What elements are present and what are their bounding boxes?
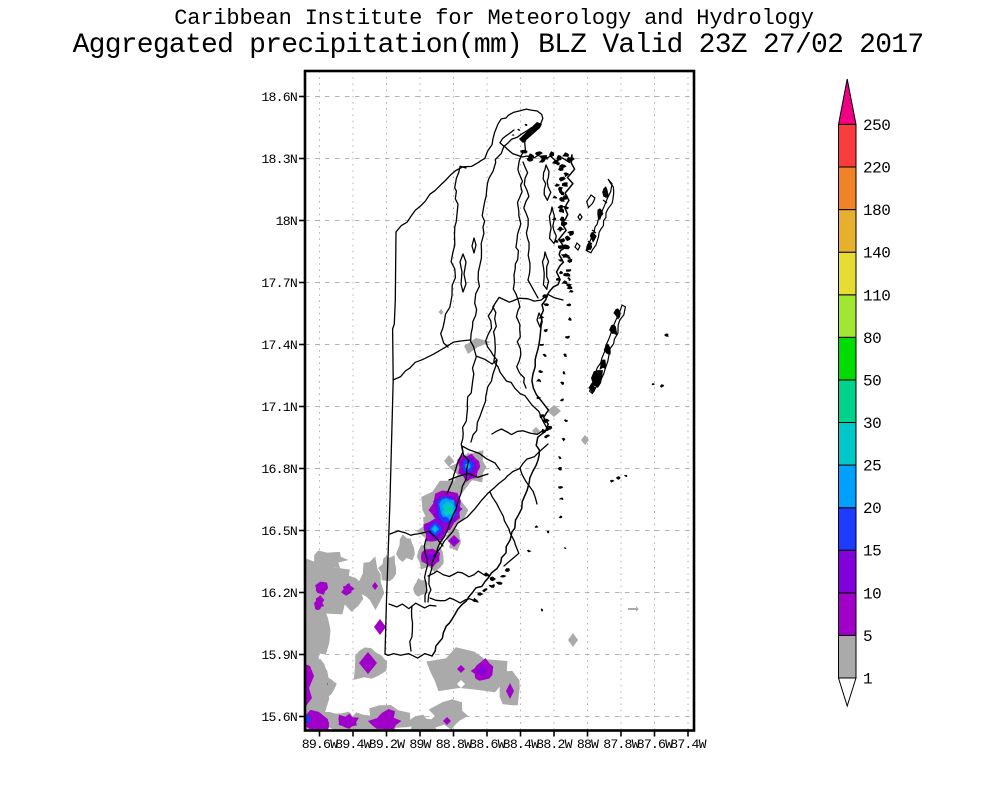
svg-text:88.6W: 88.6W [469, 737, 505, 752]
svg-text:17.7N: 17.7N [261, 276, 297, 291]
svg-text:87.6W: 87.6W [637, 737, 673, 752]
svg-text:250: 250 [863, 117, 890, 135]
svg-text:180: 180 [863, 202, 890, 220]
svg-text:50: 50 [863, 372, 881, 390]
svg-text:18.3N: 18.3N [261, 152, 297, 167]
svg-text:10: 10 [863, 585, 881, 603]
svg-text:16.5N: 16.5N [261, 524, 297, 539]
svg-text:89W: 89W [409, 737, 431, 752]
svg-text:88W: 88W [577, 737, 599, 752]
svg-text:17.1N: 17.1N [261, 400, 297, 415]
svg-text:110: 110 [863, 287, 890, 305]
svg-text:140: 140 [863, 245, 890, 263]
svg-text:88.4W: 88.4W [503, 737, 539, 752]
svg-text:89.4W: 89.4W [335, 737, 371, 752]
svg-text:1: 1 [863, 671, 872, 689]
svg-text:20: 20 [863, 500, 881, 518]
svg-text:5: 5 [863, 628, 872, 646]
svg-text:15.9N: 15.9N [261, 648, 297, 663]
svg-text:88.2W: 88.2W [536, 737, 572, 752]
svg-text:25: 25 [863, 458, 881, 476]
svg-text:16.8N: 16.8N [261, 462, 297, 477]
svg-text:16.2N: 16.2N [261, 586, 297, 601]
svg-text:89.2W: 89.2W [369, 737, 405, 752]
svg-text:89.6W: 89.6W [302, 737, 338, 752]
svg-text:15.6N: 15.6N [261, 710, 297, 725]
svg-text:220: 220 [863, 160, 890, 178]
svg-text:15: 15 [863, 543, 881, 561]
svg-text:18N: 18N [276, 214, 297, 229]
svg-text:87.4W: 87.4W [670, 737, 706, 752]
svg-text:30: 30 [863, 415, 881, 433]
svg-text:Caribbean Institute for Meteor: Caribbean Institute for Meteorology and … [174, 6, 814, 31]
svg-text:87.8W: 87.8W [603, 737, 639, 752]
svg-text:80: 80 [863, 330, 881, 348]
svg-text:Aggregated precipitation(mm) B: Aggregated precipitation(mm) BLZ Valid 2… [73, 30, 924, 61]
svg-text:18.6N: 18.6N [261, 90, 297, 105]
svg-text:17.4N: 17.4N [261, 338, 297, 353]
svg-text:88.8W: 88.8W [436, 737, 472, 752]
